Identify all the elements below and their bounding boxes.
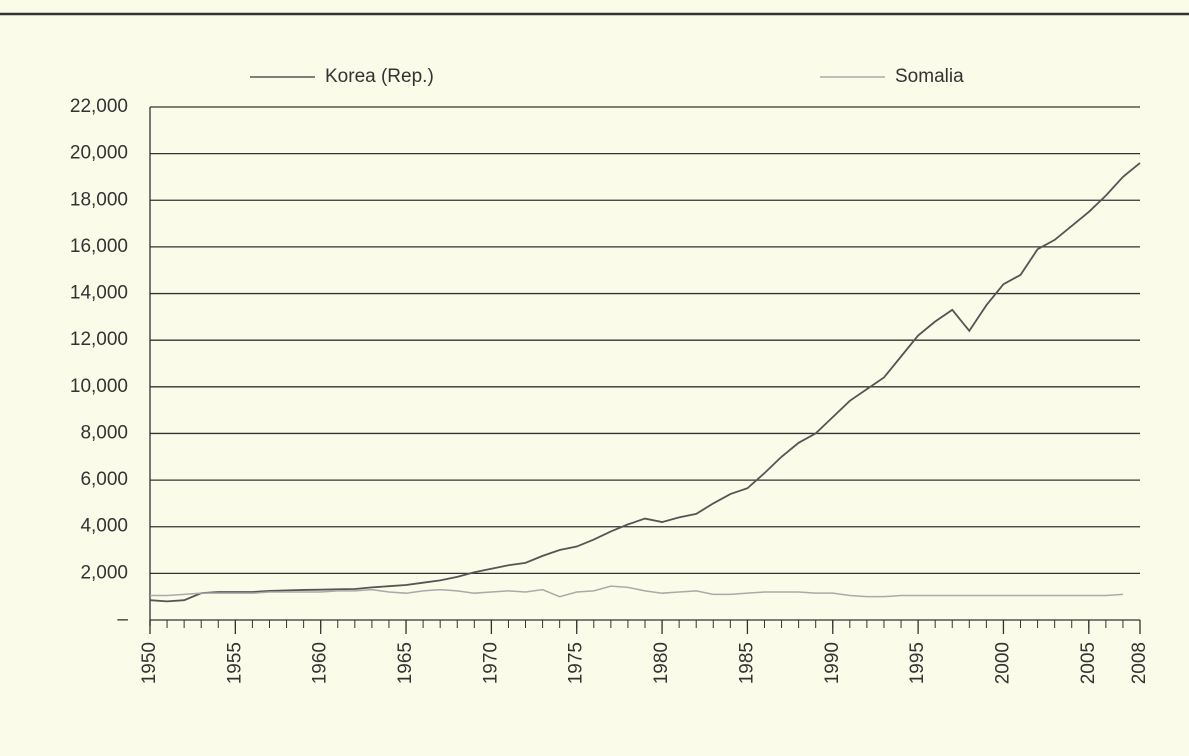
- y-tick-label: 12,000: [70, 329, 128, 350]
- x-tick-label: 1985: [736, 642, 757, 684]
- data-line: [149, 162, 1141, 603]
- y-tick-label: 2,000: [80, 562, 128, 583]
- y-tick-label: –: [117, 609, 128, 630]
- x-tick-label: 1970: [480, 642, 501, 684]
- y-tick-label: 8,000: [80, 422, 128, 443]
- x-tick-label: 2008: [1129, 642, 1150, 684]
- y-tick-label: 20,000: [70, 143, 128, 164]
- x-tick-label: 1990: [822, 642, 843, 684]
- y-tick-label: 10,000: [70, 376, 128, 397]
- y-tick-label: 18,000: [70, 189, 128, 210]
- x-tick-label: 1975: [566, 642, 587, 684]
- legend-label: Korea (Rep.): [325, 66, 434, 87]
- y-tick-label: 16,000: [70, 236, 128, 257]
- x-tick-label: 1955: [224, 642, 245, 684]
- x-tick-label: 2005: [1078, 642, 1099, 684]
- x-tick-label: 1960: [310, 642, 331, 684]
- legend-label: Somalia: [895, 66, 964, 87]
- y-tick-label: 14,000: [70, 283, 128, 304]
- y-tick-label: 6,000: [80, 469, 128, 490]
- x-tick-label: 1980: [651, 642, 672, 684]
- x-tick-label: 1950: [139, 642, 160, 684]
- x-tick-label: 1995: [907, 642, 928, 684]
- x-tick-label: 2000: [992, 642, 1013, 684]
- y-tick-label: 22,000: [70, 96, 128, 117]
- x-tick-label: 1965: [395, 642, 416, 684]
- data-line: [150, 585, 1123, 598]
- y-tick-label: 4,000: [80, 516, 128, 537]
